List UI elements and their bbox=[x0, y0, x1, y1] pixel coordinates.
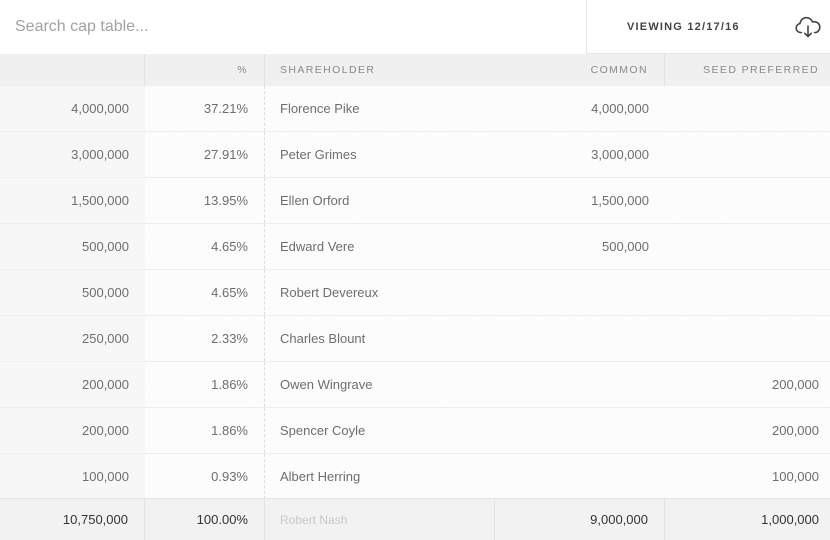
cell-common bbox=[495, 270, 665, 315]
cell-percent: 13.95% bbox=[145, 178, 265, 223]
cell-common: 500,000 bbox=[602, 239, 649, 254]
table-row[interactable]: 3,000,000 27.91% Peter Grimes 3,000,000 bbox=[0, 132, 830, 178]
cell-seed-preferred bbox=[665, 270, 830, 315]
top-bar: VIEWING 12/17/16 bbox=[0, 0, 830, 54]
cell-seed-preferred: 200,000 bbox=[772, 377, 819, 392]
cell-percent: 37.21% bbox=[145, 86, 265, 131]
cell-percent: 1.86% bbox=[145, 408, 265, 453]
cell-percent: 27.91% bbox=[145, 132, 265, 177]
table-row[interactable]: 1,500,000 13.95% Ellen Orford 1,500,000 bbox=[0, 178, 830, 224]
cell-total: 500,000 bbox=[0, 270, 145, 315]
cell-percent: 4.65% bbox=[145, 224, 265, 269]
table-header: % SHAREHOLDER COMMON SEED PREFERRED bbox=[0, 54, 830, 86]
table-footer-totals: 10,750,000 100.00% Robert Nash 9,000,000… bbox=[0, 498, 830, 540]
cell-shareholder[interactable]: Peter Grimes bbox=[280, 147, 357, 162]
footer-seed-preferred: 1,000,000 bbox=[761, 512, 819, 527]
column-header-total[interactable] bbox=[0, 54, 145, 86]
cell-common bbox=[495, 316, 665, 361]
cell-common: 1,500,000 bbox=[591, 193, 649, 208]
cell-seed-preferred bbox=[665, 178, 830, 223]
cell-shareholder[interactable]: Robert Devereux bbox=[280, 285, 379, 300]
cell-common: 4,000,000 bbox=[591, 101, 649, 116]
cell-total: 200,000 bbox=[0, 408, 145, 453]
cell-percent: 1.86% bbox=[145, 362, 265, 407]
footer-percent: 100.00% bbox=[145, 499, 265, 540]
cell-total: 200,000 bbox=[0, 362, 145, 407]
cell-total: 1,500,000 bbox=[0, 178, 145, 223]
cell-shareholder[interactable]: Edward Vere bbox=[280, 239, 355, 254]
cell-seed-preferred: 100,000 bbox=[772, 469, 819, 484]
cell-total: 500,000 bbox=[0, 224, 145, 269]
cap-table: % SHAREHOLDER COMMON SEED PREFERRED 4,00… bbox=[0, 54, 830, 540]
footer-shareholder-ghost: Robert Nash bbox=[265, 499, 495, 540]
cell-shareholder[interactable]: Charles Blount bbox=[280, 331, 366, 346]
cell-total: 100,000 bbox=[0, 454, 145, 499]
cell-shareholder[interactable]: Owen Wingrave bbox=[280, 377, 373, 392]
cell-shareholder[interactable]: Albert Herring bbox=[280, 469, 361, 484]
footer-total: 10,750,000 bbox=[0, 499, 145, 540]
cell-common bbox=[495, 454, 665, 499]
download-button[interactable] bbox=[786, 0, 830, 54]
cell-seed-preferred: 200,000 bbox=[772, 423, 819, 438]
cell-shareholder[interactable]: Ellen Orford bbox=[280, 193, 350, 208]
cell-percent: 2.33% bbox=[145, 316, 265, 361]
column-header-percent[interactable]: % bbox=[145, 54, 265, 86]
table-row[interactable]: 250,000 2.33% Charles Blount bbox=[0, 316, 830, 362]
cell-common: 3,000,000 bbox=[591, 147, 649, 162]
viewing-date[interactable]: VIEWING 12/17/16 bbox=[586, 0, 786, 54]
table-row[interactable]: 200,000 1.86% Owen Wingrave 200,000 bbox=[0, 362, 830, 408]
cell-shareholder[interactable]: Spencer Coyle bbox=[280, 423, 366, 438]
footer-common: 9,000,000 bbox=[495, 499, 665, 540]
table-row[interactable]: 200,000 1.86% Spencer Coyle 200,000 bbox=[0, 408, 830, 454]
cloud-download-icon bbox=[795, 16, 821, 38]
cell-seed-preferred bbox=[665, 132, 830, 177]
column-header-shareholder[interactable]: SHAREHOLDER bbox=[280, 64, 376, 76]
cell-total: 4,000,000 bbox=[0, 86, 145, 131]
cell-common bbox=[495, 408, 665, 453]
cell-percent: 4.65% bbox=[145, 270, 265, 315]
table-row[interactable]: 500,000 4.65% Robert Devereux bbox=[0, 270, 830, 316]
cell-common bbox=[495, 362, 665, 407]
column-header-common[interactable]: COMMON bbox=[495, 54, 665, 86]
cell-percent: 0.93% bbox=[145, 454, 265, 499]
cell-total: 250,000 bbox=[0, 316, 145, 361]
table-row[interactable]: 500,000 4.65% Edward Vere 500,000 bbox=[0, 224, 830, 270]
cell-seed-preferred bbox=[665, 224, 830, 269]
table-row[interactable]: 4,000,000 37.21% Florence Pike 4,000,000 bbox=[0, 86, 830, 132]
cell-seed-preferred bbox=[665, 316, 830, 361]
cell-seed-preferred bbox=[665, 86, 830, 131]
table-row[interactable]: 100,000 0.93% Albert Herring 100,000 bbox=[0, 454, 830, 500]
search-input[interactable] bbox=[0, 0, 586, 54]
cell-shareholder[interactable]: Florence Pike bbox=[280, 101, 360, 116]
column-header-seed-preferred[interactable]: SEED PREFERRED bbox=[703, 64, 819, 76]
cell-total: 3,000,000 bbox=[0, 132, 145, 177]
